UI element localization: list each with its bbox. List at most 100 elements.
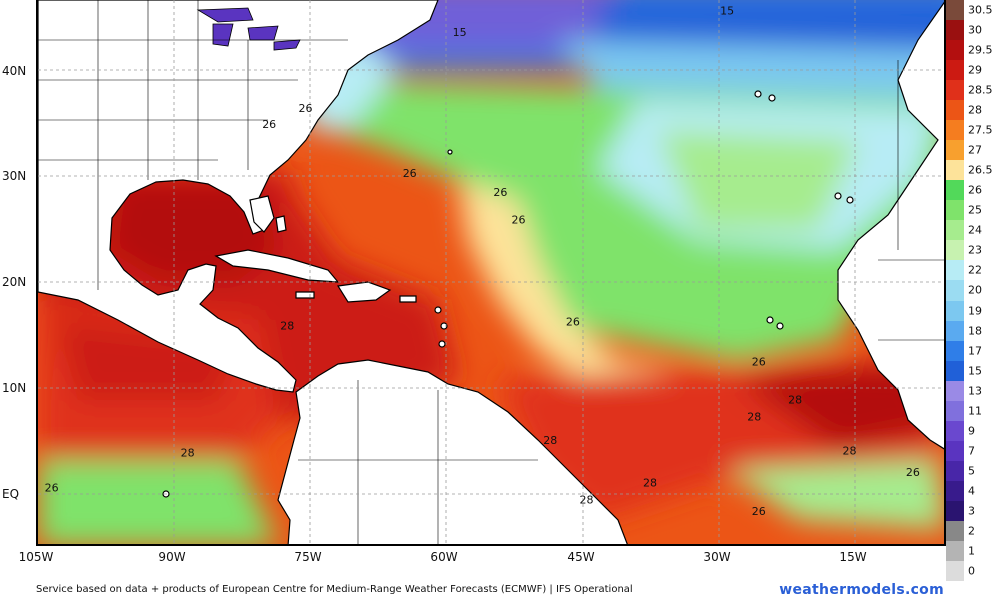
legend-swatch — [946, 100, 964, 121]
canary-1 — [834, 192, 842, 200]
isotherm-label: 26 — [262, 118, 276, 131]
legend-label: 26.5 — [968, 163, 993, 177]
legend-entry: 15 — [946, 360, 1000, 381]
isotherm-label: 26 — [906, 466, 920, 479]
sst-field — [38, 0, 944, 544]
legend-swatch — [946, 540, 964, 561]
isotherm-label: 28 — [843, 445, 857, 458]
legend-swatch — [946, 40, 964, 61]
legend-label: 28.5 — [968, 83, 993, 97]
legend-entry: 29 — [946, 60, 1000, 81]
legend-entry: 29.5 — [946, 40, 1000, 61]
legend-label: 27 — [968, 143, 982, 157]
legend-entry: 30 — [946, 20, 1000, 41]
legend-entry: 26 — [946, 180, 1000, 201]
bermuda — [447, 149, 453, 155]
legend-swatch — [946, 520, 964, 541]
legend-entry: 20 — [946, 280, 1000, 301]
legend-entry: 23 — [946, 240, 1000, 261]
isotherm-label: 28 — [747, 411, 761, 424]
puerto-rico — [399, 295, 417, 303]
legend-entry: 22 — [946, 260, 1000, 281]
lat-label-30n: 30N — [2, 169, 27, 183]
legend-label: 25 — [968, 203, 982, 217]
legend-entry: 9 — [946, 420, 1000, 441]
isotherm-label: 28 — [788, 394, 802, 407]
legend-entry: 19 — [946, 300, 1000, 321]
legend-swatch — [946, 380, 964, 401]
great-lakes — [196, 7, 301, 51]
legend-entry: 1 — [946, 540, 1000, 561]
legend-swatch — [946, 140, 964, 161]
africa-europe — [837, 1, 944, 450]
isotherm-label: 15 — [453, 26, 467, 39]
legend-entry: 26.5 — [946, 160, 1000, 181]
borders — [38, 0, 944, 544]
legend-entry: 27 — [946, 140, 1000, 161]
jamaica — [295, 291, 315, 299]
lon-label-60w: 60W — [430, 550, 458, 564]
legend-label: 19 — [968, 304, 982, 318]
antilles-1 — [434, 306, 442, 314]
isotherm-label: 26 — [566, 315, 580, 328]
legend-label: 15 — [968, 364, 982, 378]
isotherm-label: 28 — [181, 447, 195, 460]
isotherm-label: 26 — [752, 505, 766, 518]
azores-1 — [754, 90, 762, 98]
legend-swatch — [946, 240, 964, 261]
florida — [249, 195, 275, 233]
land-masses — [38, 0, 944, 544]
legend-swatch — [946, 320, 964, 341]
cape-verde-1 — [766, 316, 774, 324]
legend-label: 13 — [968, 384, 982, 398]
legend-entry: 17 — [946, 340, 1000, 361]
color-legend: 30.5 30 29.5 29 28.5 28 27.5 27 26.5 26 25 24 23 22 20… — [946, 0, 1000, 581]
legend-entry: 2 — [946, 520, 1000, 541]
legend-entry: 11 — [946, 400, 1000, 421]
isotherm-label: 28 — [643, 476, 657, 489]
legend-swatch — [946, 200, 964, 221]
legend-label: 26 — [968, 183, 982, 197]
legend-label: 17 — [968, 344, 982, 358]
isotherm-label: 26 — [299, 102, 313, 115]
legend-entry: 3 — [946, 500, 1000, 521]
legend-entry: 24 — [946, 220, 1000, 241]
isotherm-label: 26 — [512, 214, 526, 227]
legend-entry: 0 — [946, 560, 1000, 581]
antilles-3 — [438, 340, 446, 348]
lon-label-105w: 105W — [18, 550, 54, 564]
sst-map[interactable]: 15 15 26 26 26 26 26 26 26 28 28 28 28 28 28 26 28 28 26 26 — [36, 0, 946, 546]
legend-label: 29.5 — [968, 43, 993, 57]
legend-label: 30 — [968, 23, 982, 37]
graticule — [38, 0, 944, 544]
legend-label: 9 — [968, 424, 975, 438]
north-america — [38, 0, 439, 393]
legend-label: 2 — [968, 524, 975, 538]
legend-swatch — [946, 180, 964, 201]
legend-swatch — [946, 220, 964, 241]
legend-swatch — [946, 340, 964, 361]
isotherm-label: 28 — [280, 320, 294, 333]
legend-label: 0 — [968, 564, 975, 578]
legend-swatch — [946, 280, 964, 301]
legend-entry: 18 — [946, 320, 1000, 341]
lon-label-90w: 90W — [158, 550, 186, 564]
sst-map-canvas: 15 15 26 26 26 26 26 26 26 28 28 28 28 28 28 26 28 28 26 26 — [38, 0, 944, 544]
legend-entry: 28.5 — [946, 80, 1000, 101]
legend-label: 28 — [968, 103, 982, 117]
legend-label: 3 — [968, 504, 975, 518]
lon-label-30w: 30W — [703, 550, 731, 564]
isotherm-label: 26 — [45, 482, 59, 495]
legend-swatch — [946, 160, 964, 181]
legend-swatch — [946, 480, 964, 501]
brand-link[interactable]: weathermodels.com — [779, 582, 944, 598]
lon-label-45w: 45W — [567, 550, 595, 564]
legend-label: 7 — [968, 444, 975, 458]
legend-entry: 4 — [946, 480, 1000, 501]
legend-swatch — [946, 120, 964, 141]
legend-entry: 5 — [946, 460, 1000, 481]
lat-label-10n: 10N — [2, 381, 27, 395]
isotherm-label: 28 — [543, 434, 557, 447]
legend-swatch — [946, 0, 964, 21]
legend-entry: 25 — [946, 200, 1000, 221]
